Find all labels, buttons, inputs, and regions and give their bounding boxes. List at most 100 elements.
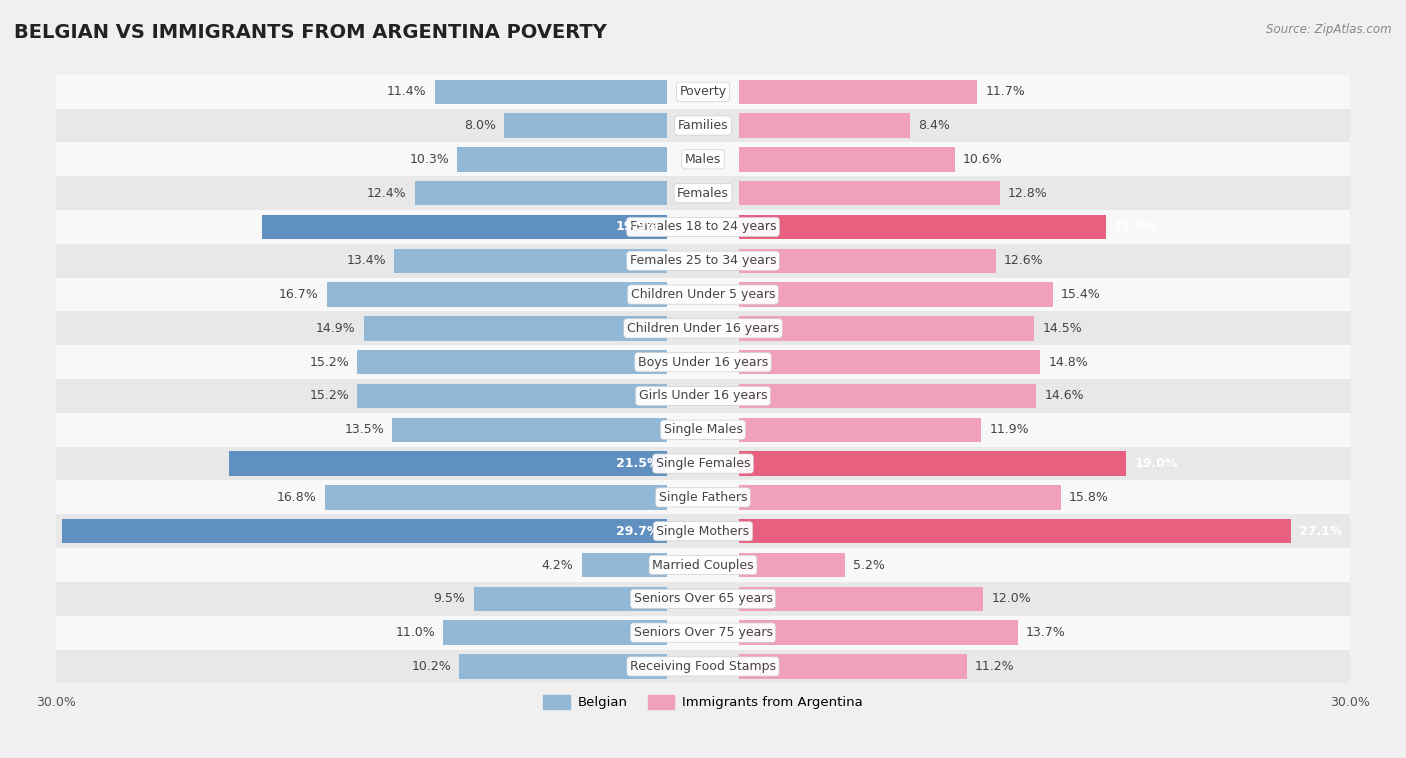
Text: 19.9%: 19.9%: [616, 221, 659, 233]
Text: 12.0%: 12.0%: [991, 592, 1031, 606]
Text: Single Females: Single Females: [655, 457, 751, 470]
Bar: [738, 181, 1000, 205]
Bar: [56, 75, 1350, 108]
Bar: [325, 485, 668, 509]
Bar: [56, 514, 1350, 548]
Text: 15.2%: 15.2%: [309, 356, 349, 368]
Bar: [738, 147, 955, 171]
Bar: [738, 519, 1291, 543]
Text: Boys Under 16 years: Boys Under 16 years: [638, 356, 768, 368]
Bar: [457, 147, 668, 171]
Bar: [56, 143, 1350, 177]
Bar: [394, 249, 668, 273]
Bar: [415, 181, 668, 205]
Bar: [56, 277, 1350, 312]
Text: 11.7%: 11.7%: [986, 85, 1025, 99]
Bar: [56, 446, 1350, 481]
Bar: [505, 114, 668, 138]
Bar: [56, 346, 1350, 379]
Text: 14.6%: 14.6%: [1045, 390, 1084, 402]
Bar: [262, 215, 668, 239]
Text: 11.2%: 11.2%: [976, 660, 1015, 673]
Text: 18.0%: 18.0%: [1114, 221, 1157, 233]
Text: Married Couples: Married Couples: [652, 559, 754, 572]
Text: Poverty: Poverty: [679, 85, 727, 99]
Bar: [738, 654, 967, 678]
Bar: [56, 108, 1350, 143]
Text: 13.5%: 13.5%: [344, 423, 384, 437]
Bar: [62, 519, 668, 543]
Text: 14.8%: 14.8%: [1049, 356, 1088, 368]
Text: 16.7%: 16.7%: [278, 288, 319, 301]
Text: 15.8%: 15.8%: [1069, 491, 1109, 504]
Text: 4.2%: 4.2%: [541, 559, 574, 572]
Bar: [56, 582, 1350, 615]
Bar: [56, 210, 1350, 244]
Bar: [582, 553, 668, 577]
Text: Receiving Food Stamps: Receiving Food Stamps: [630, 660, 776, 673]
Text: 8.4%: 8.4%: [918, 119, 950, 132]
Bar: [738, 316, 1035, 340]
Text: Children Under 5 years: Children Under 5 years: [631, 288, 775, 301]
Bar: [56, 650, 1350, 683]
Bar: [738, 80, 977, 104]
Text: 12.8%: 12.8%: [1008, 186, 1047, 199]
Bar: [56, 481, 1350, 514]
Bar: [434, 80, 668, 104]
Text: Girls Under 16 years: Girls Under 16 years: [638, 390, 768, 402]
Text: 16.8%: 16.8%: [277, 491, 316, 504]
Text: Seniors Over 65 years: Seniors Over 65 years: [634, 592, 772, 606]
Bar: [738, 283, 1053, 307]
Bar: [56, 379, 1350, 413]
Bar: [56, 413, 1350, 446]
Bar: [738, 621, 1018, 645]
Bar: [56, 312, 1350, 346]
Bar: [738, 215, 1105, 239]
Text: 13.4%: 13.4%: [346, 254, 387, 268]
Text: 15.4%: 15.4%: [1060, 288, 1101, 301]
Text: Single Males: Single Males: [664, 423, 742, 437]
Text: 11.0%: 11.0%: [395, 626, 434, 639]
Text: Females: Females: [678, 186, 728, 199]
Text: 27.1%: 27.1%: [1299, 525, 1343, 537]
Bar: [738, 553, 845, 577]
Legend: Belgian, Immigrants from Argentina: Belgian, Immigrants from Argentina: [538, 690, 868, 715]
Bar: [56, 548, 1350, 582]
Bar: [738, 452, 1126, 476]
Text: 10.2%: 10.2%: [412, 660, 451, 673]
Text: 5.2%: 5.2%: [853, 559, 884, 572]
Text: 11.4%: 11.4%: [387, 85, 427, 99]
Bar: [738, 350, 1040, 374]
Bar: [364, 316, 668, 340]
Bar: [357, 350, 668, 374]
Text: Females 25 to 34 years: Females 25 to 34 years: [630, 254, 776, 268]
Bar: [443, 621, 668, 645]
Bar: [738, 114, 910, 138]
Bar: [474, 587, 668, 611]
Bar: [56, 244, 1350, 277]
Text: Children Under 16 years: Children Under 16 years: [627, 322, 779, 335]
Bar: [738, 418, 981, 442]
Text: Males: Males: [685, 153, 721, 166]
Bar: [357, 384, 668, 408]
Text: Families: Families: [678, 119, 728, 132]
Bar: [738, 485, 1060, 509]
Bar: [738, 249, 995, 273]
Bar: [392, 418, 668, 442]
Text: 10.6%: 10.6%: [963, 153, 1002, 166]
Bar: [738, 384, 1036, 408]
Text: 15.2%: 15.2%: [309, 390, 349, 402]
Bar: [460, 654, 668, 678]
Text: 8.0%: 8.0%: [464, 119, 496, 132]
Text: Source: ZipAtlas.com: Source: ZipAtlas.com: [1267, 23, 1392, 36]
Text: Seniors Over 75 years: Seniors Over 75 years: [634, 626, 772, 639]
Text: Single Fathers: Single Fathers: [659, 491, 747, 504]
Text: 11.9%: 11.9%: [990, 423, 1029, 437]
Text: Females 18 to 24 years: Females 18 to 24 years: [630, 221, 776, 233]
Text: Single Mothers: Single Mothers: [657, 525, 749, 537]
Bar: [738, 587, 983, 611]
Text: 9.5%: 9.5%: [433, 592, 465, 606]
Bar: [229, 452, 668, 476]
Bar: [56, 615, 1350, 650]
Text: 21.5%: 21.5%: [616, 457, 659, 470]
